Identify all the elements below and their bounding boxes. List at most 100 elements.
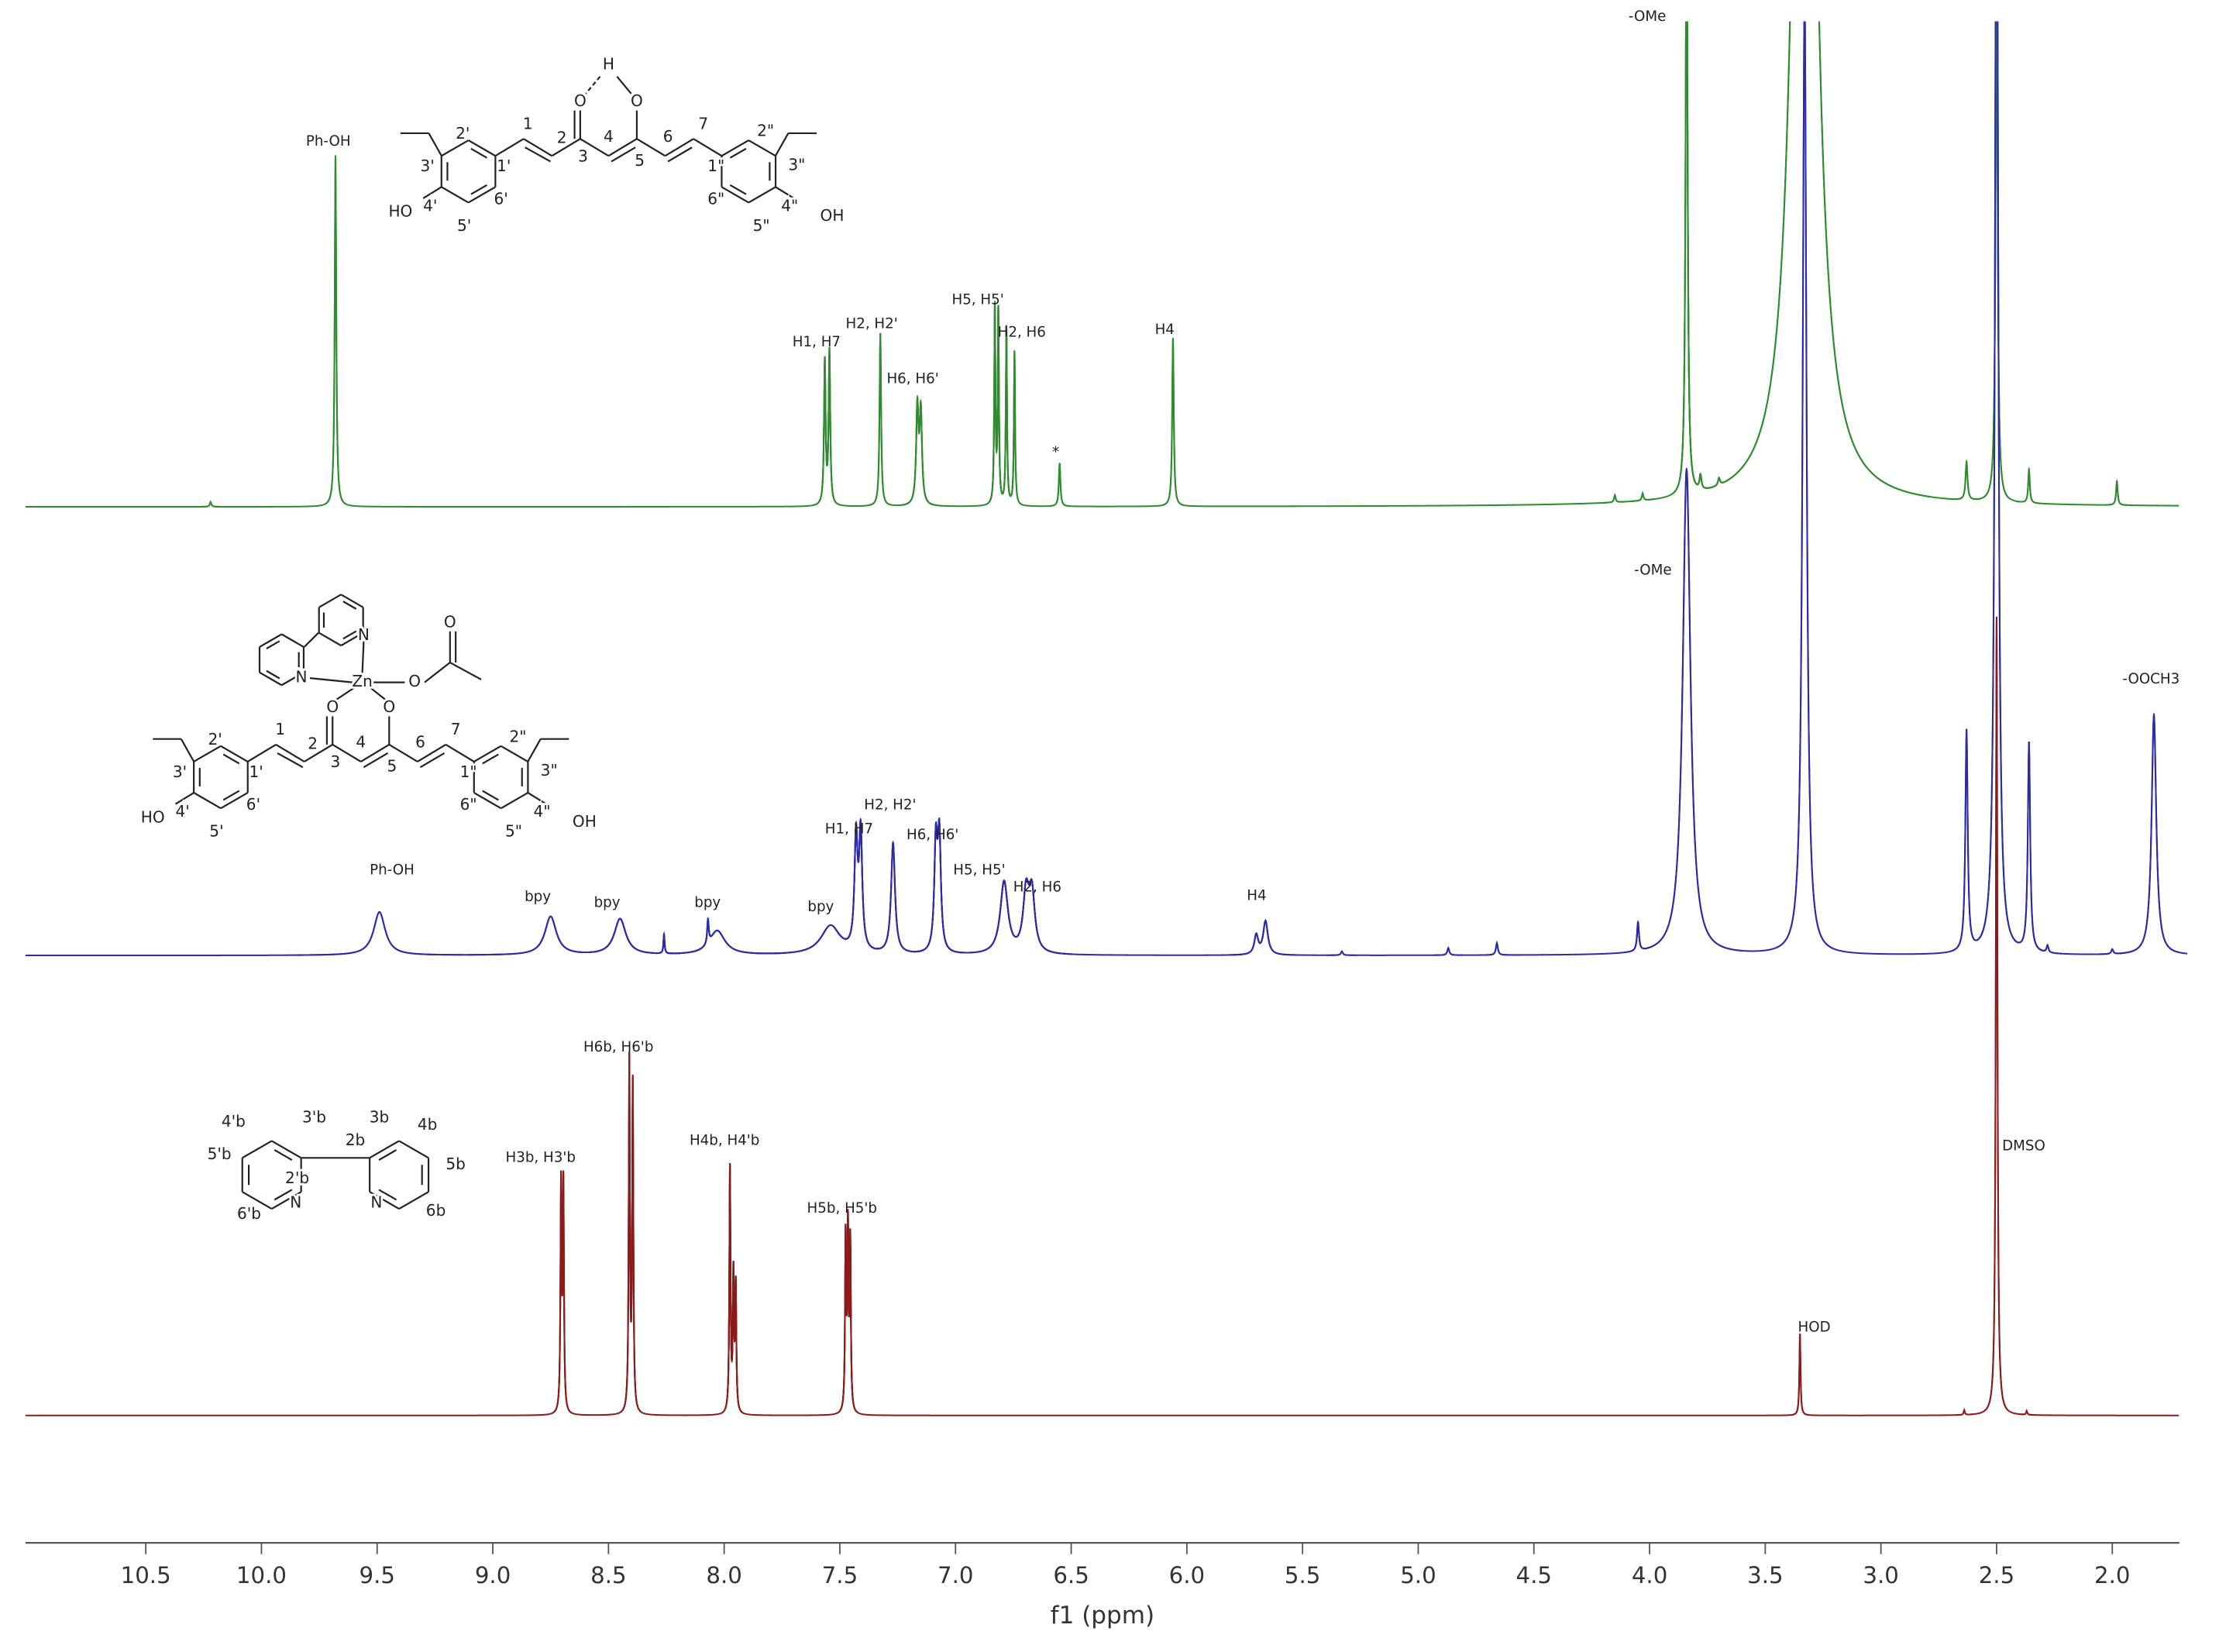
atom-label: 5'b [208, 1144, 232, 1163]
atom-label: 4" [781, 196, 798, 215]
atom-label: 6 [663, 127, 673, 146]
bond [449, 662, 482, 680]
atom-label: 5' [209, 822, 223, 841]
bond [332, 744, 362, 762]
atom-label: 1' [249, 762, 263, 781]
atom-label: 2' [456, 124, 470, 143]
peak [1982, 21, 2011, 500]
peak [1434, 947, 1463, 956]
peak-label: H4 [1155, 322, 1175, 338]
bond [222, 753, 240, 765]
atom-label: 4' [423, 196, 437, 215]
bond [398, 1140, 429, 1159]
atom-label: 5 [635, 151, 645, 170]
peak-label: H4b, H4'b [690, 1132, 759, 1148]
bond [580, 138, 609, 157]
bond [616, 76, 632, 95]
peak-label: H2, H6 [1013, 879, 1061, 895]
bond [470, 184, 488, 195]
atom-label: 3 [330, 752, 340, 771]
bond [369, 1140, 400, 1159]
peak [2120, 712, 2188, 955]
peak-label: -OOCH3 [2122, 671, 2179, 687]
peak [1678, 21, 1930, 497]
peak [2018, 466, 2041, 504]
bond [419, 752, 446, 769]
peak [1791, 1334, 1809, 1416]
atom-label: HO [141, 807, 165, 826]
atom-label: 1" [707, 157, 724, 175]
x-axis-title: f1 (ppm) [1051, 1602, 1154, 1630]
bond [551, 138, 581, 157]
bond [361, 641, 365, 674]
peak [1776, 21, 1833, 949]
atom-label: 6'b [237, 1204, 261, 1223]
peak-label: Ph-OH [370, 862, 415, 879]
bond [525, 146, 552, 163]
atom-label: 1" [460, 762, 477, 781]
peak-label: H5, H5' [953, 862, 1005, 879]
bond [259, 671, 283, 687]
bond [611, 146, 636, 163]
bond [468, 139, 496, 157]
peak-label: H4 [1247, 887, 1266, 903]
atom-label: 3'b [302, 1108, 326, 1127]
bond [501, 792, 528, 810]
peak-label: H3b, H3'b [506, 1149, 576, 1165]
bond [274, 1149, 293, 1162]
atom-label: 4' [175, 802, 189, 821]
peak-label: HOD [1798, 1320, 1831, 1336]
x-axis: f1 (ppm) 10.5 10.0 9.5 9.0 8.5 8.0 7.5 7.0 6.5 6.… [25, 1542, 2179, 1630]
atom-label: O [631, 91, 643, 110]
peak [864, 841, 921, 953]
x-tick-label: 6.5 [1053, 1562, 1089, 1588]
x-tick-label: 10.5 [121, 1562, 171, 1588]
peak [841, 1209, 859, 1414]
bond [729, 147, 747, 159]
peak-label: bpy [594, 895, 621, 911]
bond [280, 633, 304, 648]
bond [667, 146, 693, 163]
bond [422, 186, 442, 199]
atom-label: 6b [426, 1201, 446, 1220]
peak-label: H6, H6' [907, 827, 958, 843]
bond [309, 677, 353, 683]
bond [428, 133, 442, 157]
bond [721, 139, 749, 157]
bond [607, 138, 638, 157]
bond [748, 186, 776, 204]
bond [378, 1149, 397, 1162]
peak [2105, 479, 2128, 506]
peak [2032, 934, 2062, 955]
bond [259, 633, 283, 648]
bond [266, 640, 280, 649]
peak-label: * [1052, 445, 1059, 461]
x-tick-label: 7.5 [822, 1562, 858, 1588]
bond [242, 1191, 273, 1210]
atom-label: 1 [275, 720, 285, 738]
x-tick-label: 10.0 [236, 1562, 287, 1588]
x-tick-label: 2.5 [1979, 1562, 2014, 1588]
bond [360, 744, 390, 762]
atom-label: 4 [356, 733, 366, 752]
peak-label: -OMe [1634, 562, 1671, 578]
bond [775, 186, 795, 199]
bond [193, 792, 222, 810]
bond [417, 744, 446, 762]
peak [199, 501, 222, 508]
x-tick-label: 8.5 [590, 1562, 626, 1588]
atom-label: O [383, 697, 395, 716]
peak-label: -OMe [1629, 9, 1666, 25]
bond [473, 792, 502, 810]
peak [1630, 467, 1743, 952]
atom-label: 7 [451, 720, 461, 738]
bond [340, 594, 364, 608]
atom-label: 5" [753, 216, 770, 235]
x-tick-label: 9.5 [360, 1562, 395, 1588]
atom-label: 4'b [222, 1112, 246, 1131]
x-tick-label: 4.0 [1632, 1562, 1667, 1588]
atom-label: O [408, 672, 421, 690]
